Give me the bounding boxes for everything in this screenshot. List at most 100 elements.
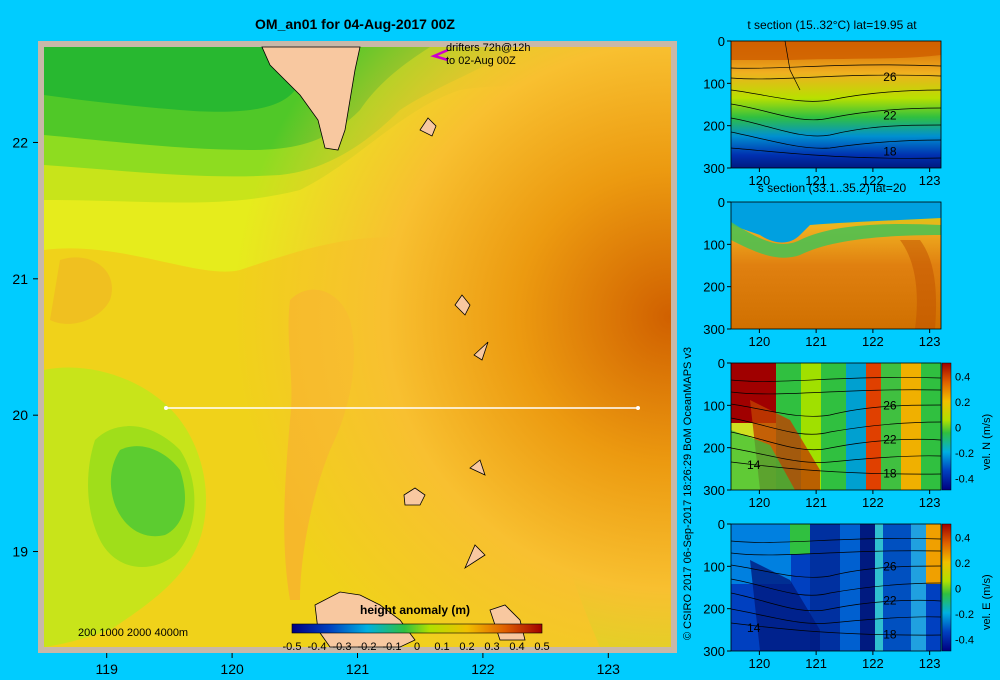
vel-n-axes: 120 121 122 123 0 100 200 300 <box>703 356 942 510</box>
contour-label: 26 <box>883 70 897 84</box>
contour-label: 18 <box>883 627 897 641</box>
t-section-panel: 26 22 18 120 121 122 123 0 100 200 300 <box>703 34 942 188</box>
colorbar-tick-label: -0.5 <box>283 641 302 653</box>
section-y-tick-label: 100 <box>703 237 725 252</box>
section-y-tick-label: 0 <box>718 356 725 371</box>
section-y-tick-label: 300 <box>703 322 725 337</box>
map-y-tick-label: 22 <box>12 134 28 150</box>
vel-colorbar-tick-label: 0.4 <box>955 533 970 545</box>
contour-label: 14 <box>747 621 761 635</box>
section-x-tick-label: 123 <box>919 173 941 188</box>
height-anomaly-field <box>44 47 671 647</box>
section-x-tick-label: 121 <box>805 495 827 510</box>
vel-colorbar-tick-label: 0 <box>955 423 961 435</box>
colorbar-tick-label: -0.1 <box>383 641 402 653</box>
colorbar-tick-label: 0.4 <box>509 641 524 653</box>
s-section-axes: 120 121 122 123 0 100 200 300 <box>703 195 942 349</box>
main-map: drifters 72h@12h to 02-Aug 00Z 200 1000 … <box>12 41 677 677</box>
vel-colorbar-tick-label: -0.2 <box>955 609 974 621</box>
section-x-tick-label: 120 <box>749 495 771 510</box>
section-x-tick-label: 123 <box>919 495 941 510</box>
vel-n-colorbar-label: vel. N (m/s) <box>981 414 993 470</box>
section-y-tick-label: 100 <box>703 398 725 413</box>
colorbar-tick-label: 0 <box>414 641 420 653</box>
section-y-tick-label: 200 <box>703 280 725 295</box>
vel-colorbar-tick-label: -0.2 <box>955 448 974 460</box>
vel-e-colorbar-label: vel. E (m/s) <box>981 574 993 630</box>
t-section-title: t section (15..32°C) lat=19.95 at <box>747 18 917 32</box>
contour-label: 18 <box>883 466 897 480</box>
section-y-tick-label: 200 <box>703 441 725 456</box>
map-y-tick-label: 20 <box>12 407 28 423</box>
section-y-tick-label: 100 <box>703 559 725 574</box>
drifters-note-line2: to 02-Aug 00Z <box>446 55 516 67</box>
s-section-title: s section (33.1..35.2) lat=20 <box>758 181 907 195</box>
vel-colorbar-tick-label: 0.4 <box>955 372 970 384</box>
section-x-tick-label: 122 <box>862 173 884 188</box>
section-x-tick-label: 122 <box>862 495 884 510</box>
section-y-tick-label: 300 <box>703 161 725 176</box>
section-y-tick-label: 200 <box>703 602 725 617</box>
colorbar-tick-label: 0.1 <box>434 641 449 653</box>
t-section-axes: 120 121 122 123 0 100 200 300 <box>703 34 942 188</box>
section-y-tick-label: 300 <box>703 483 725 498</box>
vel-n-contour-labels: 26 22 18 14 <box>747 399 897 481</box>
section-y-tick-label: 0 <box>718 195 725 210</box>
section-y-tick-label: 0 <box>718 34 725 49</box>
section-x-tick-label: 122 <box>862 334 884 349</box>
drifters-note-line1: drifters 72h@12h <box>446 42 531 54</box>
vel-colorbar-tick-label: -0.4 <box>955 634 974 646</box>
contour-label: 22 <box>883 432 897 446</box>
colorbar-tick-label: 0.5 <box>534 641 549 653</box>
section-y-tick-label: 200 <box>703 119 725 134</box>
section-x-tick-label: 121 <box>805 656 827 671</box>
drifter-arrow-icon <box>430 48 449 62</box>
contour-label: 26 <box>883 560 897 574</box>
map-axes: 119 120 121 122 123 22 21 20 19 <box>12 134 620 677</box>
map-x-tick-label: 122 <box>471 661 495 677</box>
colorbar-tick-label: 0.2 <box>459 641 474 653</box>
map-title: OM_an01 for 04-Aug-2017 00Z <box>255 16 455 32</box>
map-y-tick-label: 19 <box>12 544 28 560</box>
contour-label: 14 <box>747 458 761 472</box>
s-section-panel: 120 121 122 123 0 100 200 300 <box>703 195 942 349</box>
map-x-tick-label: 120 <box>220 661 244 677</box>
taiwan-coast <box>261 46 361 151</box>
depth-contour-legend: 200 1000 2000 4000m <box>78 627 188 639</box>
height-colorbar <box>291 623 543 634</box>
vel-colorbar-tick-label: 0.2 <box>955 397 970 409</box>
colorbar-tick-label: -0.4 <box>308 641 327 653</box>
section-x-tick-label: 123 <box>919 656 941 671</box>
colorbar-tick-label: -0.3 <box>333 641 352 653</box>
vel-n-panel: 26 22 18 14 0.4 0.2 0 -0.2 -0.4 vel. N (m/s) 12… <box>703 356 993 510</box>
section-x-tick-label: 120 <box>749 656 771 671</box>
section-y-tick-label: 300 <box>703 644 725 659</box>
contour-label: 26 <box>883 399 897 413</box>
vel-colorbar-tick-label: -0.4 <box>955 473 974 485</box>
contour-label: 22 <box>883 108 897 122</box>
vel-colorbar-tick-label: 0.2 <box>955 558 970 570</box>
vel-n-colorbar <box>941 362 952 491</box>
section-x-tick-label: 121 <box>805 173 827 188</box>
vel-e-colorbar <box>941 523 952 652</box>
colorbar-tick-label: -0.2 <box>358 641 377 653</box>
vel-e-contour-labels: 26 22 18 14 <box>747 560 897 642</box>
section-x-tick-label: 121 <box>805 334 827 349</box>
section-x-tick-label: 122 <box>862 656 884 671</box>
map-x-tick-label: 119 <box>96 661 119 677</box>
section-y-tick-label: 100 <box>703 76 725 91</box>
vel-e-axes: 120 121 122 123 0 100 200 300 <box>703 517 942 671</box>
contour-label: 22 <box>883 593 897 607</box>
section-x-tick-label: 120 <box>749 173 771 188</box>
credit-text: © CSIRO 2017 06-Sep-2017 18:26:29 BoM Oc… <box>682 347 694 640</box>
vel-e-panel: 26 22 18 14 0.4 0.2 0 -0.2 -0.4 vel. E (m/s) 12… <box>703 517 993 671</box>
section-x-tick-label: 123 <box>919 334 941 349</box>
contour-label: 18 <box>883 144 897 158</box>
t-contour-labels: 26 22 18 <box>883 70 897 158</box>
colorbar-title: height anomaly (m) <box>360 603 470 617</box>
colorbar-tick-label: 0.3 <box>484 641 499 653</box>
map-x-tick-label: 123 <box>597 661 621 677</box>
map-x-tick-label: 121 <box>346 661 370 677</box>
colorbar-tick-labels: -0.5 -0.4 -0.3 -0.2 -0.1 0 0.1 0.2 0.3 0.4 0.5 <box>283 641 550 653</box>
